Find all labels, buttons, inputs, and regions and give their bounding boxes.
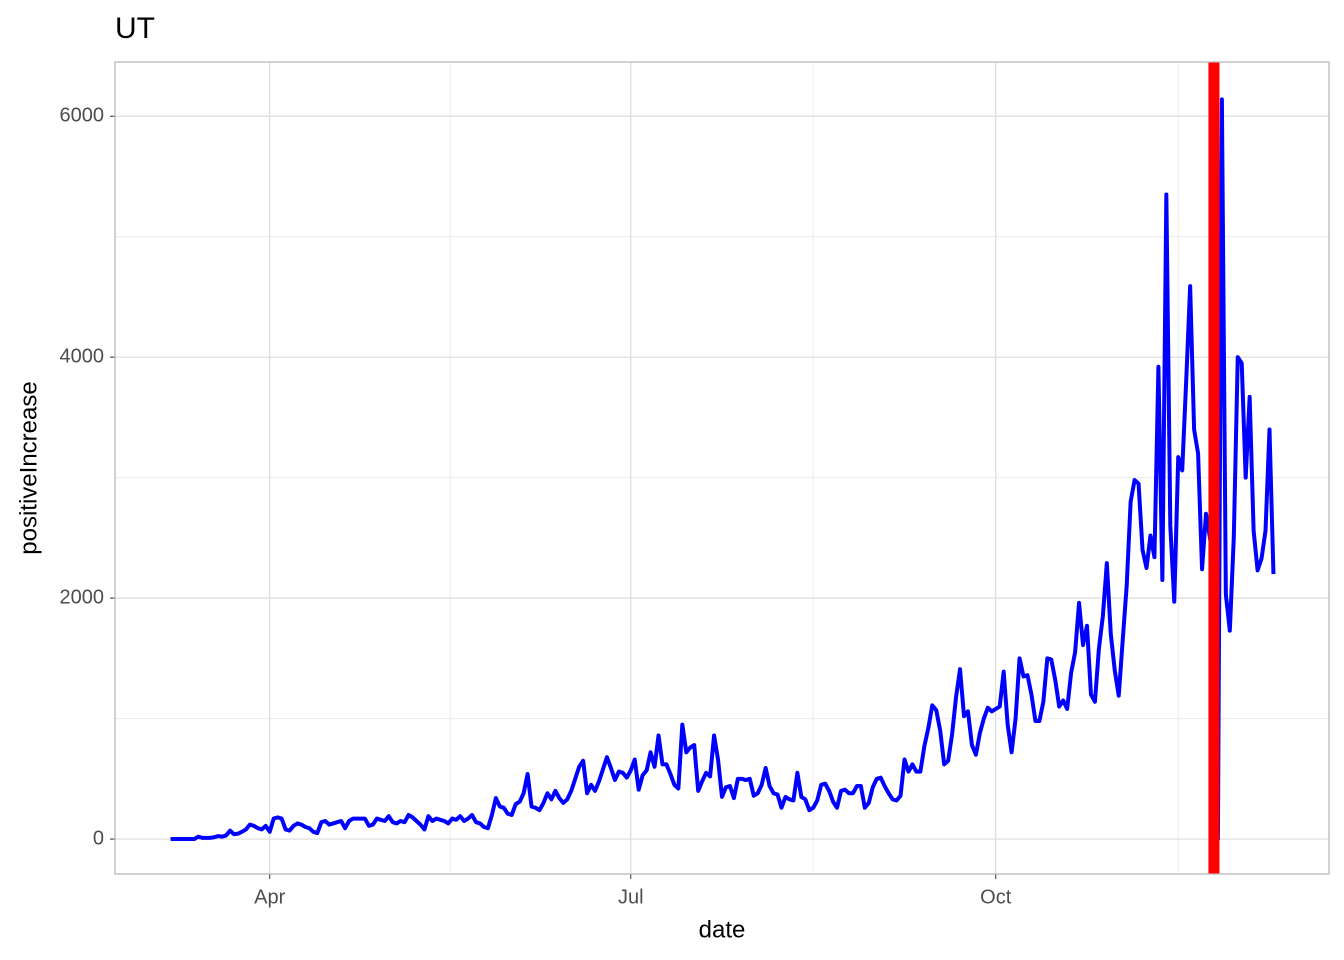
plot-border: [114, 61, 1330, 875]
y-tick-label: 6000: [60, 104, 105, 126]
y-tick-label: 0: [93, 827, 104, 849]
chart-title: UT: [115, 12, 155, 45]
y-tick-label: 2000: [60, 586, 105, 608]
y-tick-label: 4000: [60, 345, 105, 367]
x-tick-label: Oct: [980, 886, 1012, 908]
x-axis-title: date: [699, 916, 746, 943]
data-line: [170, 97, 1276, 842]
x-tick-label: Jul: [618, 886, 644, 908]
y-axis-title: positiveIncrease: [15, 381, 42, 554]
x-tick-label: Apr: [254, 886, 285, 908]
